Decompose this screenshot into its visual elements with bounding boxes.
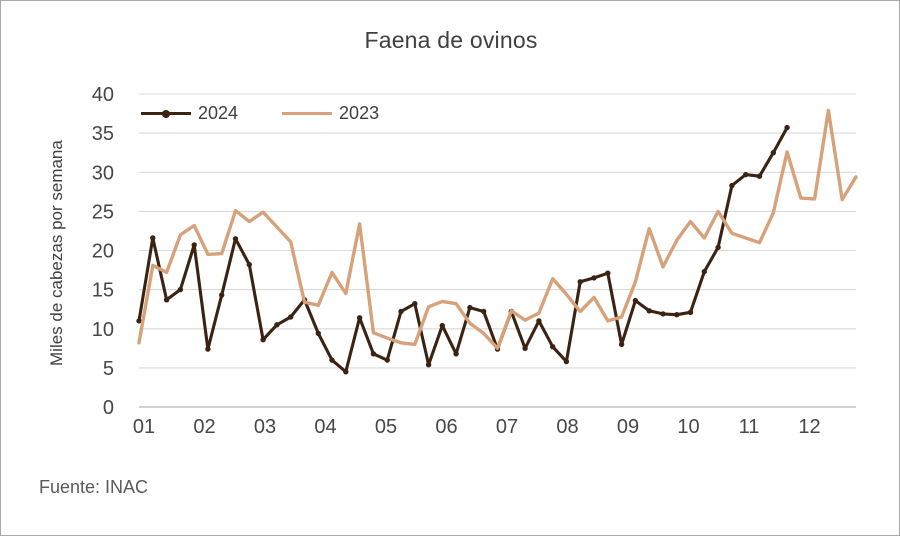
y-tick-label: 20 xyxy=(92,241,114,263)
x-month-label: 04 xyxy=(314,416,336,438)
x-month-label: 12 xyxy=(798,416,820,438)
series-2024-marker xyxy=(329,357,335,363)
x-month-label: 11 xyxy=(739,416,760,438)
series-2024-marker xyxy=(591,275,597,281)
legend-line-swatch-2023 xyxy=(282,112,333,115)
chart-title: Faena de ovinos xyxy=(364,27,538,53)
legend-item-2024: 2024 xyxy=(141,103,238,124)
series-2024-marker xyxy=(191,242,197,248)
x-month-label: 08 xyxy=(556,416,578,438)
series-2024-marker xyxy=(205,346,211,352)
series-2024-marker xyxy=(315,330,321,337)
x-month-label: 09 xyxy=(617,416,639,438)
y-tick-label: 40 xyxy=(92,84,114,106)
series-2024-marker xyxy=(701,268,707,275)
x-month-label: 06 xyxy=(435,416,457,438)
series-2024-marker xyxy=(136,318,142,324)
series-2024-marker xyxy=(219,292,225,298)
x-month-label: 05 xyxy=(375,416,397,438)
series-2024-marker xyxy=(246,261,252,268)
legend-label-2023: 2023 xyxy=(339,103,380,123)
x-month-label: 02 xyxy=(193,416,215,438)
series-2024-line xyxy=(137,126,789,374)
series-2024-marker xyxy=(163,297,170,303)
y-tick-label: 25 xyxy=(92,201,114,223)
series-2024-marker xyxy=(177,286,184,293)
y-tick-label: 15 xyxy=(92,280,114,302)
series-2024-marker xyxy=(150,235,156,241)
series-2024-marker xyxy=(605,270,611,276)
series-2024-marker xyxy=(467,304,473,311)
series-2024-marker xyxy=(660,311,666,317)
series-2024-marker xyxy=(356,315,363,321)
series-2024-marker xyxy=(687,309,694,315)
series-2024-marker xyxy=(743,171,749,178)
series-2024-marker xyxy=(370,351,377,357)
x-month-label: 10 xyxy=(677,416,699,438)
series-2024-marker xyxy=(232,236,239,242)
series-2024-marker xyxy=(439,322,445,329)
series-2024-marker xyxy=(398,308,404,315)
series-2024-marker xyxy=(425,362,432,368)
legend-item-2023: 2023 xyxy=(282,103,379,124)
source-note: Fuente: INAC xyxy=(39,477,149,497)
series-2024-marker xyxy=(577,279,583,285)
series-2024-marker xyxy=(563,358,570,365)
series-2023-line xyxy=(137,108,858,350)
y-tick-label: 10 xyxy=(92,319,114,341)
series-2024-marker xyxy=(536,318,542,324)
series-2024-marker xyxy=(343,369,349,375)
series-2024-marker xyxy=(715,244,721,251)
series-2024-marker xyxy=(412,301,418,307)
legend-label-2024: 2024 xyxy=(198,103,239,123)
series-2024-marker xyxy=(674,312,680,318)
series-2024-marker xyxy=(288,314,294,320)
series-2024-marker xyxy=(453,351,459,357)
series-2024-marker xyxy=(274,322,280,328)
series-2024-marker xyxy=(618,341,625,348)
y-tick-label: 35 xyxy=(92,123,114,145)
y-tick-label: 5 xyxy=(103,358,114,380)
series-2024-marker xyxy=(260,337,266,343)
series-2024-marker xyxy=(729,182,735,189)
series-2024-marker xyxy=(632,297,639,304)
series-2024-marker xyxy=(646,308,652,314)
series-2024-marker xyxy=(784,124,790,131)
x-month-label: 03 xyxy=(254,416,276,438)
x-month-label: 07 xyxy=(496,416,518,438)
y-tick-label: 30 xyxy=(92,162,114,184)
series-2024-marker xyxy=(522,345,528,351)
series-2024-marker xyxy=(481,308,487,315)
series-2024-marker xyxy=(384,357,390,363)
series-2024-marker xyxy=(550,344,556,350)
series-2024-marker xyxy=(770,150,776,156)
legend: 2024 2023 xyxy=(141,103,379,124)
y-tick-label: 0 xyxy=(103,397,114,419)
legend-line-swatch-2024 xyxy=(141,109,191,118)
x-month-label: 01 xyxy=(133,416,155,438)
series-2024-marker xyxy=(756,173,763,179)
